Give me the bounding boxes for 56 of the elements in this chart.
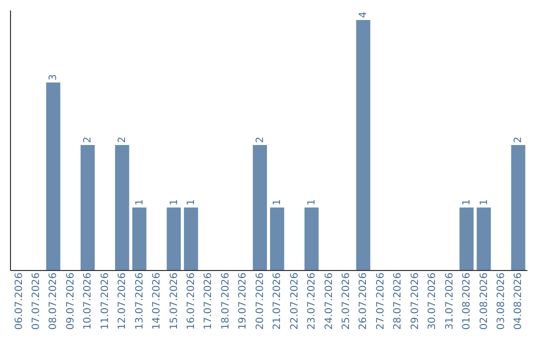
x-tick-label: 21.07.2026: [272, 272, 284, 330]
data-label: 1: [186, 199, 197, 206]
data-label: 1: [168, 199, 180, 206]
data-label: 2: [254, 136, 266, 143]
bar: [252, 145, 267, 270]
data-label: 1: [272, 199, 284, 206]
x-tick-label: 14.07.2026: [152, 272, 163, 330]
x-tick-label: 30.07.2026: [427, 272, 438, 330]
bar: [184, 208, 198, 270]
x-tick-label: 24.07.2026: [324, 272, 335, 330]
data-label: 4: [358, 12, 370, 18]
x-tick-label: 27.07.2026: [375, 272, 386, 330]
x-tick-label: 10.07.2026: [82, 272, 94, 330]
data-label: 1: [306, 199, 318, 206]
bar: [166, 208, 181, 270]
x-tick-label: 09.07.2026: [65, 272, 76, 330]
x-tick-label: 16.07.2026: [186, 272, 197, 330]
bar: [46, 82, 60, 270]
x-tick-label: 22.07.2026: [289, 272, 300, 330]
bar: [476, 208, 491, 270]
x-tick-label: 06.07.2026: [14, 272, 25, 330]
x-tick-label: 25.07.2026: [341, 272, 352, 330]
x-tick-label: 13.07.2026: [134, 272, 146, 330]
x-tick-label: 11.07.2026: [100, 272, 111, 330]
data-label: 1: [134, 199, 146, 206]
x-tick-label: 29.07.2026: [410, 272, 421, 330]
x-tick-label: 03.08.2026: [496, 272, 507, 330]
bar: [132, 208, 146, 270]
x-tick-label: 26.07.2026: [358, 272, 370, 330]
bar: [356, 20, 370, 270]
bar: [511, 145, 526, 270]
x-tick-label: 01.08.2026: [462, 272, 473, 330]
x-tick-label: 12.07.2026: [117, 272, 128, 330]
x-tick-label: 28.07.2026: [392, 272, 404, 330]
x-tick-label: 02.08.2026: [478, 272, 490, 330]
data-label: 1: [478, 199, 490, 206]
x-tick-label: 20.07.2026: [254, 272, 266, 330]
bar: [304, 208, 319, 270]
bar: [270, 208, 284, 270]
data-label: 3: [48, 74, 60, 80]
x-tick-label: 18.07.2026: [220, 272, 232, 330]
x-tick-label: 15.07.2026: [168, 272, 180, 330]
x-tick-label: 07.07.2026: [31, 272, 42, 330]
bar: [80, 145, 95, 270]
x-tick-label: 04.08.2026: [513, 272, 524, 330]
x-tick-label: 23.07.2026: [306, 272, 318, 330]
bar: [459, 208, 474, 270]
x-tick-label: 17.07.2026: [203, 272, 214, 330]
x-tick-label: 31.07.2026: [444, 272, 456, 330]
x-tick-label: 19.07.2026: [238, 272, 249, 330]
data-label: 2: [82, 136, 94, 143]
data-label: 2: [117, 136, 128, 143]
x-tick-label: 08.07.2026: [48, 272, 60, 330]
bar: [115, 145, 130, 270]
data-label: 1: [462, 199, 473, 206]
data-label: 2: [513, 136, 524, 143]
